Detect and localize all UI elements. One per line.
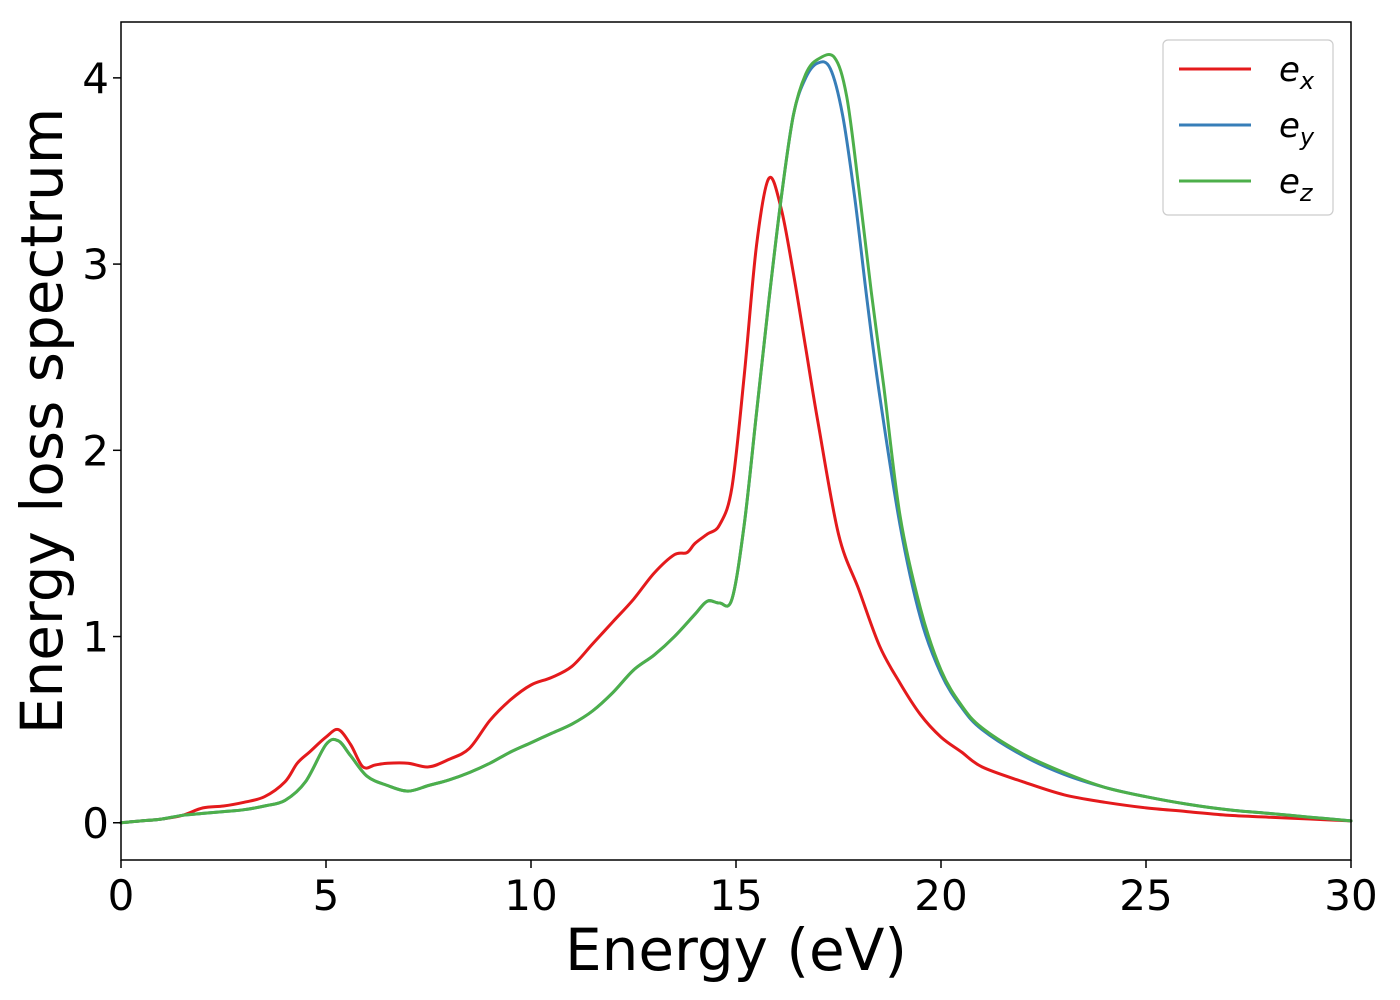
y-tick-label: 4	[82, 54, 109, 103]
series-line-x	[119, 175, 1353, 825]
y-tick-label: 1	[82, 613, 109, 662]
x-axis-ticks: 0 5 10 15 20 25 30	[108, 860, 1378, 920]
y-tick-label: 0	[82, 799, 109, 848]
legend-label-subscript: y	[1299, 123, 1315, 151]
x-tick-label: 5	[313, 871, 340, 920]
x-tick-label: 0	[108, 871, 135, 920]
legend-label-z: ez	[1279, 162, 1314, 207]
x-tick-label: 15	[709, 871, 762, 920]
plot-lines	[119, 53, 1353, 825]
legend-label-base: e	[1279, 50, 1300, 90]
x-tick-label: 30	[1324, 871, 1377, 920]
legend-label-subscript: x	[1299, 67, 1315, 95]
y-tick-label: 2	[82, 426, 109, 475]
y-axis-label: Energy loss spectrum	[8, 108, 76, 734]
legend-box	[1162, 39, 1334, 216]
x-tick-label: 25	[1119, 871, 1172, 920]
x-tick-label: 10	[504, 871, 557, 920]
y-axis-ticks: 0 1 2 3 4	[82, 54, 121, 848]
legend-label-subscript: z	[1299, 179, 1314, 207]
x-axis-label: Energy (eV)	[565, 916, 907, 984]
x-tick-label: 20	[914, 871, 967, 920]
series-line-z	[119, 53, 1353, 825]
legend-label-x: ex	[1279, 50, 1315, 95]
legend-label-y: ey	[1279, 106, 1315, 151]
y-tick-label: 3	[82, 240, 109, 289]
legend-label-base: e	[1279, 106, 1300, 146]
legend-label-base: e	[1279, 162, 1300, 202]
